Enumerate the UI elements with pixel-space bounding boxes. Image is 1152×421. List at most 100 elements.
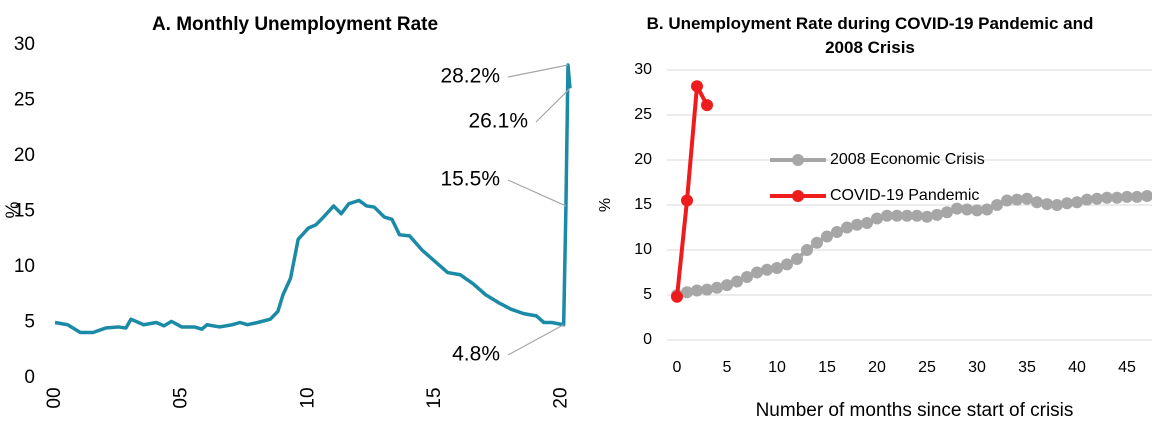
y-tick-label: 20: [634, 151, 652, 168]
marker: [1101, 191, 1113, 204]
y-tick-label: 20: [14, 145, 35, 166]
x-tick-label: 30: [968, 359, 986, 376]
leader-line: [507, 64, 569, 78]
marker: [881, 209, 893, 222]
y-tick-label: 30: [634, 61, 652, 78]
x-tick-label: 00: [44, 387, 65, 408]
x-tick-label: 15: [424, 387, 445, 408]
y-tick-label: 25: [14, 90, 35, 111]
marker: [921, 210, 933, 223]
marker: [901, 209, 913, 222]
marker: [981, 203, 993, 216]
legend-marker: [792, 190, 804, 202]
marker: [751, 266, 763, 279]
marker: [851, 218, 863, 231]
line: [54, 63, 572, 335]
x-tick-label: 0: [673, 359, 682, 376]
line: [675, 84, 709, 298]
marker: [821, 230, 833, 243]
annotation: 15.5%: [440, 168, 500, 191]
marker: [701, 99, 713, 112]
chart-title: A. Monthly Unemployment Rate: [151, 14, 439, 35]
x-tick-label: 15: [818, 359, 836, 376]
annotation: 26.1%: [468, 110, 528, 133]
x-tick-label: 10: [297, 387, 318, 408]
marker: [1121, 190, 1133, 203]
marker: [691, 80, 703, 93]
marker: [1001, 194, 1013, 207]
y-tick-label: 25: [634, 106, 652, 123]
marker: [1091, 192, 1103, 205]
marker: [841, 221, 853, 234]
annotation: 28.2%: [440, 65, 500, 88]
marker: [811, 236, 823, 249]
marker: [721, 279, 733, 292]
marker: [741, 271, 753, 283]
marker: [891, 209, 903, 222]
x-tick-label: 10: [768, 359, 786, 376]
chart-title: B. Unemployment Rate during COVID-19 Pan…: [646, 14, 1094, 57]
x-tick-label: 20: [551, 387, 572, 408]
marker: [1081, 193, 1093, 206]
legend-label: 2008 Economic Crisis: [830, 151, 985, 168]
annotation: 4.8%: [452, 343, 500, 366]
marker: [1011, 193, 1023, 206]
y-tick-label: 10: [634, 241, 652, 258]
marker: [701, 283, 713, 296]
marker: [1041, 198, 1053, 211]
x-tick-label: 25: [918, 359, 936, 376]
y-tick-label: 0: [24, 367, 35, 388]
y-tick-label: 30: [14, 34, 35, 55]
y-tick-label: 0: [643, 331, 652, 348]
marker: [801, 244, 813, 256]
y-tick-label: 5: [643, 286, 652, 303]
marker: [781, 258, 793, 271]
x-tick-label: 5: [723, 359, 732, 376]
marker: [1051, 199, 1063, 211]
x-tick-label: 45: [1118, 359, 1136, 376]
marker: [1021, 192, 1033, 205]
marker: [791, 253, 803, 265]
marker: [831, 226, 843, 238]
y-axis-label: %: [3, 201, 24, 218]
marker: [991, 199, 1003, 211]
marker: [671, 290, 683, 303]
marker: [931, 208, 943, 221]
marker: [951, 202, 963, 215]
marker: [711, 281, 723, 294]
leader-line: [507, 324, 564, 356]
marker: [1141, 190, 1152, 202]
marker: [861, 217, 873, 229]
y-tick-label: 15: [14, 201, 35, 222]
x-tick-label: 35: [1018, 359, 1036, 376]
marker: [1061, 197, 1073, 210]
marker: [961, 203, 973, 216]
marker: [681, 286, 693, 299]
legend-label: COVID-19 Pandemic: [830, 187, 979, 204]
marker: [941, 206, 953, 219]
marker: [761, 263, 773, 276]
marker: [1111, 191, 1123, 204]
x-tick-label: 20: [868, 359, 886, 376]
leader-line: [535, 87, 571, 123]
marker: [871, 212, 883, 225]
marker: [911, 209, 923, 222]
x-tick-label: 05: [171, 387, 192, 408]
marker: [1071, 196, 1083, 209]
marker: [1031, 196, 1043, 209]
y-tick-label: 15: [634, 196, 652, 213]
x-axis-label: Number of months since start of crisis: [756, 400, 1074, 421]
marker: [731, 275, 743, 288]
marker: [681, 194, 693, 207]
leader-line: [507, 179, 567, 207]
y-axis-label: %: [597, 198, 614, 212]
legend-marker: [792, 154, 804, 166]
y-tick-label: 5: [24, 312, 35, 333]
marker: [1131, 190, 1143, 203]
y-tick-label: 10: [14, 256, 35, 277]
marker: [971, 204, 983, 217]
marker: [771, 262, 783, 274]
marker: [691, 284, 703, 297]
